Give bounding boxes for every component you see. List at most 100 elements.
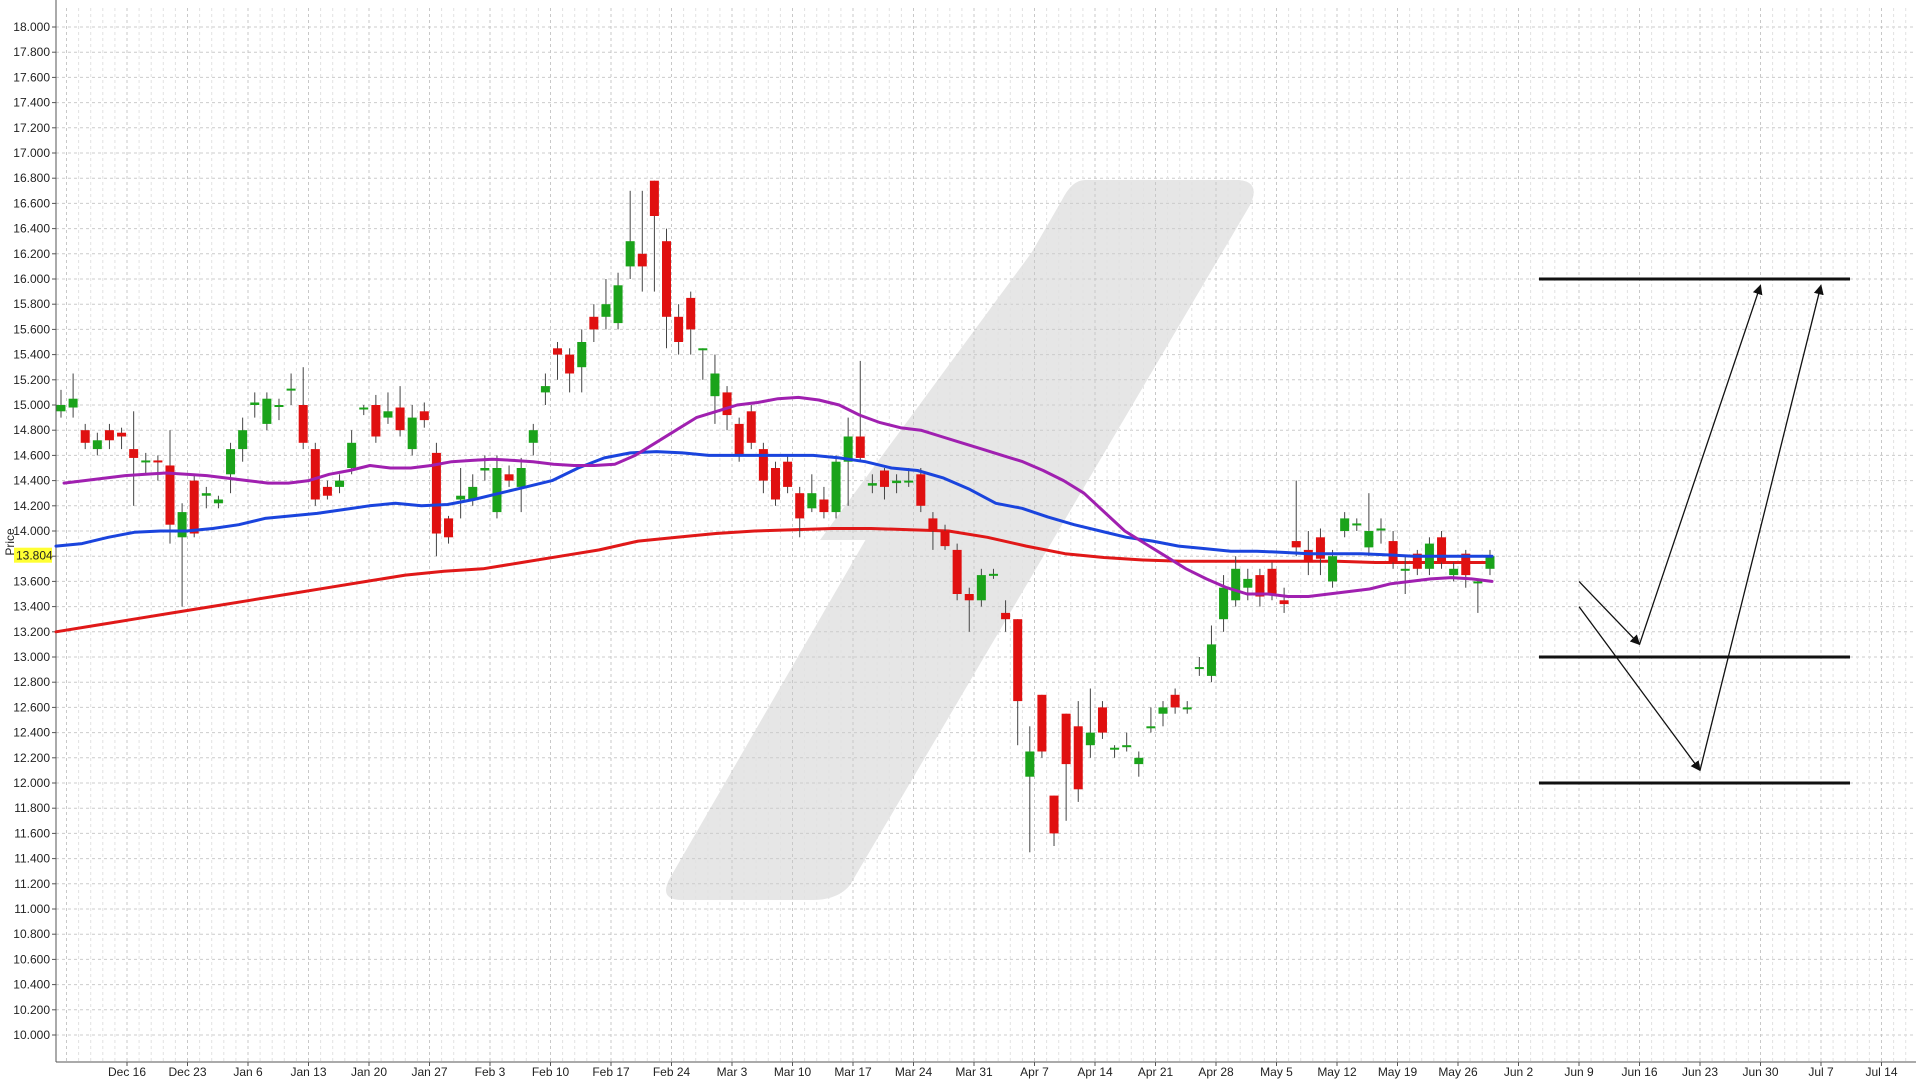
- candle-up: [286, 388, 296, 391]
- candle-down: [940, 531, 950, 547]
- watermark-logo: [666, 180, 1254, 900]
- x-tick-label: Jul 14: [1865, 1065, 1897, 1079]
- candle-up: [250, 402, 260, 405]
- candle-up: [710, 373, 720, 397]
- candle-down: [1303, 549, 1313, 563]
- candle-up: [1219, 587, 1229, 620]
- x-tick-label: Apr 7: [1020, 1065, 1049, 1079]
- candle-up: [892, 480, 902, 484]
- y-tick-label: 12.200: [13, 751, 50, 765]
- x-tick-label: Jun 2: [1504, 1065, 1534, 1079]
- candle-down: [504, 474, 514, 481]
- candle-up: [976, 575, 986, 601]
- x-tick-label: May 5: [1260, 1065, 1293, 1079]
- y-tick-label: 11.800: [14, 801, 50, 815]
- sma-purple-path: [62, 395, 1494, 598]
- candle-down: [565, 354, 575, 374]
- candle-down: [1255, 575, 1265, 597]
- x-tick-label: Jun 30: [1742, 1065, 1778, 1079]
- candle-up: [843, 436, 853, 462]
- candle-up: [274, 405, 284, 407]
- y-tick-label: 11.600: [14, 826, 50, 840]
- candle-down: [1461, 553, 1471, 576]
- candle-up: [56, 405, 66, 412]
- x-tick-label: May 26: [1438, 1065, 1478, 1079]
- candle-up: [698, 348, 708, 351]
- candle-up: [577, 342, 587, 368]
- sma-red-path: [54, 527, 1494, 634]
- x-tick-label: Mar 10: [774, 1065, 812, 1079]
- candle-up: [68, 398, 78, 408]
- candle-up: [1243, 578, 1253, 588]
- current-price-tag: 13.804: [14, 547, 53, 563]
- candle-down: [1037, 694, 1047, 752]
- candle-up: [1328, 556, 1338, 582]
- x-tick-label: Apr 14: [1077, 1065, 1113, 1079]
- candle-up: [1194, 667, 1204, 670]
- candle-down: [1013, 619, 1023, 702]
- candle-down: [1061, 713, 1071, 765]
- candle-up: [456, 495, 466, 500]
- current-price-label: 13.804: [16, 549, 53, 563]
- candle-up: [468, 486, 478, 500]
- candle-up: [1231, 568, 1241, 601]
- sma-blue-path: [54, 450, 1494, 558]
- y-tick-label: 18.000: [13, 20, 50, 34]
- y-tick-label: 15.400: [13, 348, 50, 362]
- candle-down: [734, 423, 744, 456]
- x-tick-label: Feb 3: [475, 1065, 506, 1079]
- y-tick-label: 17.200: [13, 121, 50, 135]
- trend-arrow: [1578, 606, 1701, 772]
- candle-down: [686, 297, 696, 330]
- candle-up: [407, 417, 417, 450]
- current-price-tag-bg: [14, 547, 52, 563]
- trend-arrow: [1699, 284, 1824, 771]
- candle-up: [807, 493, 817, 509]
- candle-up: [1182, 707, 1192, 710]
- candle-up: [904, 480, 914, 483]
- x-tick-label: Dec 16: [108, 1065, 146, 1079]
- candle-down: [395, 407, 405, 431]
- candle-up: [988, 573, 998, 576]
- drawings: [1539, 277, 1850, 785]
- candle-down: [165, 465, 175, 525]
- candle-up: [613, 285, 623, 324]
- y-tick-label: 13.400: [13, 600, 50, 614]
- candle-down: [1049, 795, 1059, 834]
- candle-up: [1085, 732, 1095, 746]
- candle-down: [637, 253, 647, 267]
- candle-up: [1485, 556, 1495, 569]
- candle-down: [1437, 537, 1447, 563]
- y-tick-label: 13.600: [13, 574, 50, 588]
- candle-down: [104, 430, 114, 441]
- y-tick-label: 16.400: [13, 222, 50, 236]
- y-tick-label: 16.800: [13, 171, 50, 185]
- x-tick-label: May 19: [1378, 1065, 1418, 1079]
- candle-down: [1001, 612, 1011, 620]
- y-tick-label: 10.400: [13, 978, 50, 992]
- candle-down: [419, 411, 429, 421]
- candle-up: [359, 407, 369, 410]
- sma-blue-line: [54, 450, 1494, 558]
- x-tick-label: Dec 23: [168, 1065, 206, 1079]
- candle-up: [1473, 581, 1483, 584]
- candle-down: [879, 470, 889, 487]
- candle-down: [80, 430, 90, 443]
- x-tick-label: May 12: [1317, 1065, 1357, 1079]
- candle-down: [1097, 707, 1107, 733]
- x-tick-label: Jun 9: [1564, 1065, 1594, 1079]
- candle-down: [795, 493, 805, 519]
- y-tick-label: 17.600: [13, 70, 50, 84]
- candle-up: [540, 386, 550, 393]
- y-tick-label: 17.000: [13, 146, 50, 160]
- candle-up: [383, 411, 393, 418]
- x-tick-label: Mar 3: [717, 1065, 748, 1079]
- candle-down: [674, 316, 684, 342]
- y-tick-label: 14.200: [13, 499, 50, 513]
- candle-up: [1122, 745, 1132, 748]
- y-tick-label: 11.000: [14, 902, 50, 916]
- candle-down: [916, 474, 926, 506]
- x-tick-label: Mar 17: [834, 1065, 872, 1079]
